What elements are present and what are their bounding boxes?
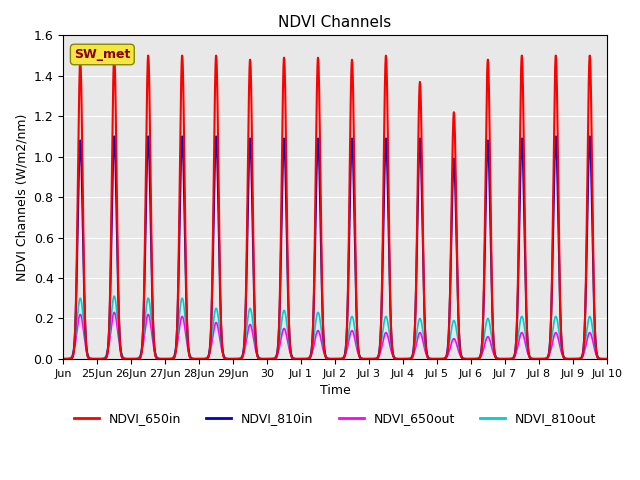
NDVI_650in (586, 53, 594, 59)
NDVI_810in (586, 133, 594, 139)
Text: SW_met: SW_met (74, 48, 131, 61)
NDVI_650out (603, 356, 611, 362)
Legend: NDVI_650in, NDVI_810in, NDVI_650out, NDVI_810out: NDVI_650in, NDVI_810in, NDVI_650out, NDV… (68, 407, 601, 430)
NDVI_810out (171, 350, 179, 356)
NDVI_650in (487, 234, 495, 240)
NDVI_810in (520, 186, 527, 192)
NDVI_650out (520, 334, 528, 340)
NDVI_810in (487, 256, 495, 262)
Line: NDVI_650out: NDVI_650out (63, 312, 607, 359)
NDVI_810out (488, 331, 495, 337)
Line: NDVI_810out: NDVI_810out (63, 296, 607, 359)
NDVI_810in (60, 356, 67, 362)
NDVI_810out (597, 356, 605, 361)
NDVI_810in (597, 356, 605, 362)
NDVI_810out (60, 356, 67, 362)
NDVI_650out (111, 310, 118, 315)
NDVI_810in (171, 353, 179, 359)
NDVI_650in (60, 356, 67, 362)
NDVI_650in (452, 214, 460, 220)
NDVI_650in (404, 356, 412, 362)
NDVI_810in (404, 356, 412, 362)
Title: NDVI Channels: NDVI Channels (278, 15, 392, 30)
NDVI_810out (452, 328, 460, 334)
NDVI_650in (520, 132, 527, 137)
NDVI_650out (60, 356, 67, 362)
NDVI_650in (171, 354, 179, 360)
NDVI_650out (405, 356, 413, 361)
NDVI_810in (603, 356, 611, 362)
NDVI_650out (597, 356, 605, 361)
NDVI_650out (488, 342, 495, 348)
X-axis label: Time: Time (319, 384, 350, 397)
NDVI_810out (603, 356, 611, 362)
NDVI_810out (405, 356, 413, 361)
NDVI_650in (603, 356, 611, 362)
NDVI_810out (111, 293, 118, 299)
NDVI_650out (452, 341, 460, 347)
NDVI_650in (597, 356, 605, 362)
Y-axis label: NDVI Channels (W/m2/nm): NDVI Channels (W/m2/nm) (15, 113, 28, 281)
NDVI_810out (520, 320, 528, 326)
Line: NDVI_650in: NDVI_650in (63, 56, 607, 359)
NDVI_650out (171, 352, 179, 358)
Line: NDVI_810in: NDVI_810in (63, 136, 607, 359)
NDVI_810in (452, 232, 460, 238)
